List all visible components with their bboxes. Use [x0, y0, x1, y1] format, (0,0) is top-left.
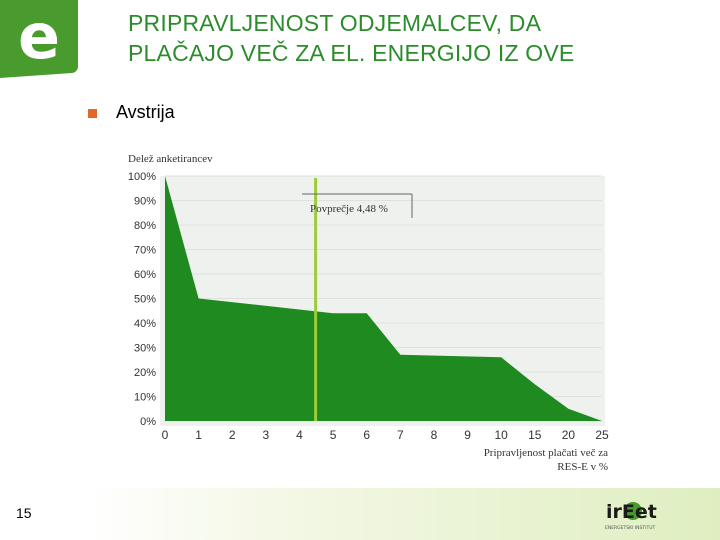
y-tick-label: 60%: [134, 269, 156, 281]
x-tick-label: 3: [263, 428, 270, 442]
y-tick-label: 0%: [140, 416, 156, 428]
y-tick-label: 40%: [134, 318, 156, 330]
slide-title: PRIPRAVLJENOST ODJEMALCEV, DA PLAČAJO VE…: [128, 8, 708, 68]
y-tick-label: 10%: [134, 392, 156, 404]
page-number: 15: [16, 505, 32, 521]
brand-tagline: ENERGETSKI INSTITUT: [605, 525, 655, 531]
y-tick-label: 70%: [134, 245, 156, 257]
x-tick-label: 25: [595, 428, 609, 442]
x-tick-label: 1: [195, 428, 202, 442]
logo-letter: e: [17, 0, 61, 73]
x-axis-label-line-1: Pripravljenost plačati več za: [484, 447, 608, 459]
x-tick-label: 20: [562, 428, 576, 442]
area-series: [165, 176, 602, 421]
x-tick-label: 7: [397, 428, 404, 442]
title-line-2: PLAČAJO VEČ ZA EL. ENERGIJO IZ OVE: [128, 40, 575, 66]
y-axis-label: Delež anketirancev: [128, 153, 213, 165]
y-tick-label: 100%: [128, 171, 156, 183]
x-tick-label: 15: [528, 428, 542, 442]
average-label: Povprečje 4,48 %: [310, 203, 388, 215]
y-tick-label: 90%: [134, 196, 156, 208]
y-tick-label: 20%: [134, 367, 156, 379]
y-tick-label: 30%: [134, 343, 156, 355]
x-tick-label: 6: [363, 428, 370, 442]
x-tick-label: 9: [464, 428, 471, 442]
x-tick-label: 0: [162, 428, 169, 442]
brand-circle-icon: [624, 502, 642, 520]
x-tick-label: 2: [229, 428, 236, 442]
x-tick-labels: 0 1 2 3 4 5 6 7 8 9 10 15 20 25: [162, 428, 609, 442]
x-tick-label: 10: [494, 428, 508, 442]
title-line-1: PRIPRAVLJENOST ODJEMALCEV, DA: [128, 10, 542, 36]
x-axis-label-line-2: RES-E v %: [557, 461, 608, 473]
y-tick-labels: 100% 90% 80% 70% 60% 50% 40% 30% 20% 10% 0%: [128, 171, 156, 428]
footer-band: [85, 488, 720, 540]
y-tick-label: 50%: [134, 294, 156, 306]
brand-logo: irEet ENERGETSKI INSTITUT: [604, 498, 678, 532]
average-callout: Povprečje 4,48 %: [302, 193, 413, 218]
x-tick-label: 5: [330, 428, 337, 442]
x-tick-label: 4: [296, 428, 303, 442]
survey-area-chart: Povprečje 4,48 % Delež anketirancev 100%…: [128, 153, 609, 473]
bullet-text: Avstrija: [116, 102, 175, 122]
bullet-square-icon: [88, 109, 97, 118]
x-tick-label: 8: [431, 428, 438, 442]
y-tick-label: 80%: [134, 220, 156, 232]
brand-name: irEet: [606, 501, 657, 523]
